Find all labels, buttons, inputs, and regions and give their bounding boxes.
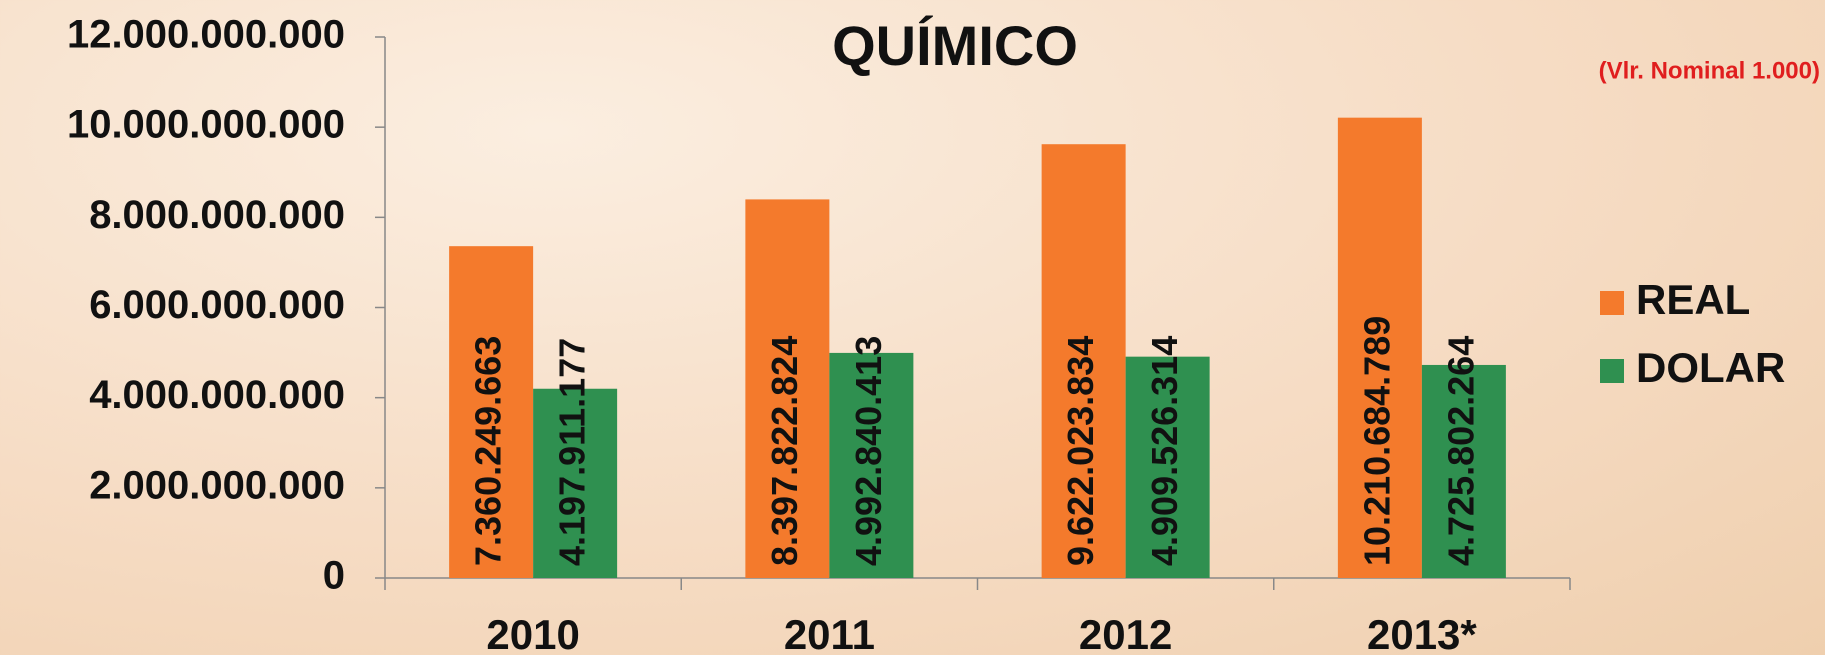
value-label: 4.909.526.314 [1144, 336, 1185, 566]
y-tick-label: 6.000.000.000 [89, 283, 345, 327]
y-tick-label: 10.000.000.000 [67, 103, 345, 147]
chart-title: QUÍMICO [832, 14, 1078, 77]
bar [1125, 356, 1210, 578]
value-label: 4.197.911.177 [552, 338, 593, 566]
value-label: 9.622.023.834 [1060, 336, 1101, 566]
legend-label: REAL [1636, 276, 1750, 323]
y-tick-label: 0 [323, 554, 345, 598]
chart-subtitle: (Vlr. Nominal 1.000) [1599, 57, 1820, 84]
value-label: 10.210.684.789 [1356, 316, 1397, 566]
bar [1337, 117, 1422, 578]
bar [745, 199, 830, 579]
x-tick-label: 2013* [1367, 611, 1477, 655]
legend-swatch [1600, 359, 1624, 383]
legend-swatch [1600, 291, 1624, 315]
bar [449, 246, 534, 578]
bar [829, 352, 914, 578]
value-label: 8.397.822.824 [764, 336, 805, 566]
value-label: 7.360.249.663 [468, 336, 509, 566]
bar [1041, 144, 1126, 578]
legend-label: DOLAR [1636, 344, 1785, 391]
value-label: 4.992.840.413 [848, 336, 889, 566]
x-tick-label: 2012 [1079, 611, 1172, 655]
y-tick-label: 4.000.000.000 [89, 373, 345, 417]
x-tick-label: 2011 [784, 611, 875, 655]
y-tick-label: 12.000.000.000 [67, 13, 345, 57]
x-tick-label: 2010 [486, 611, 579, 655]
y-tick-label: 2.000.000.000 [89, 463, 345, 507]
y-tick-label: 8.000.000.000 [89, 193, 345, 237]
bar [1421, 364, 1506, 578]
bar [533, 388, 618, 578]
value-label: 4.725.802.264 [1440, 336, 1481, 566]
